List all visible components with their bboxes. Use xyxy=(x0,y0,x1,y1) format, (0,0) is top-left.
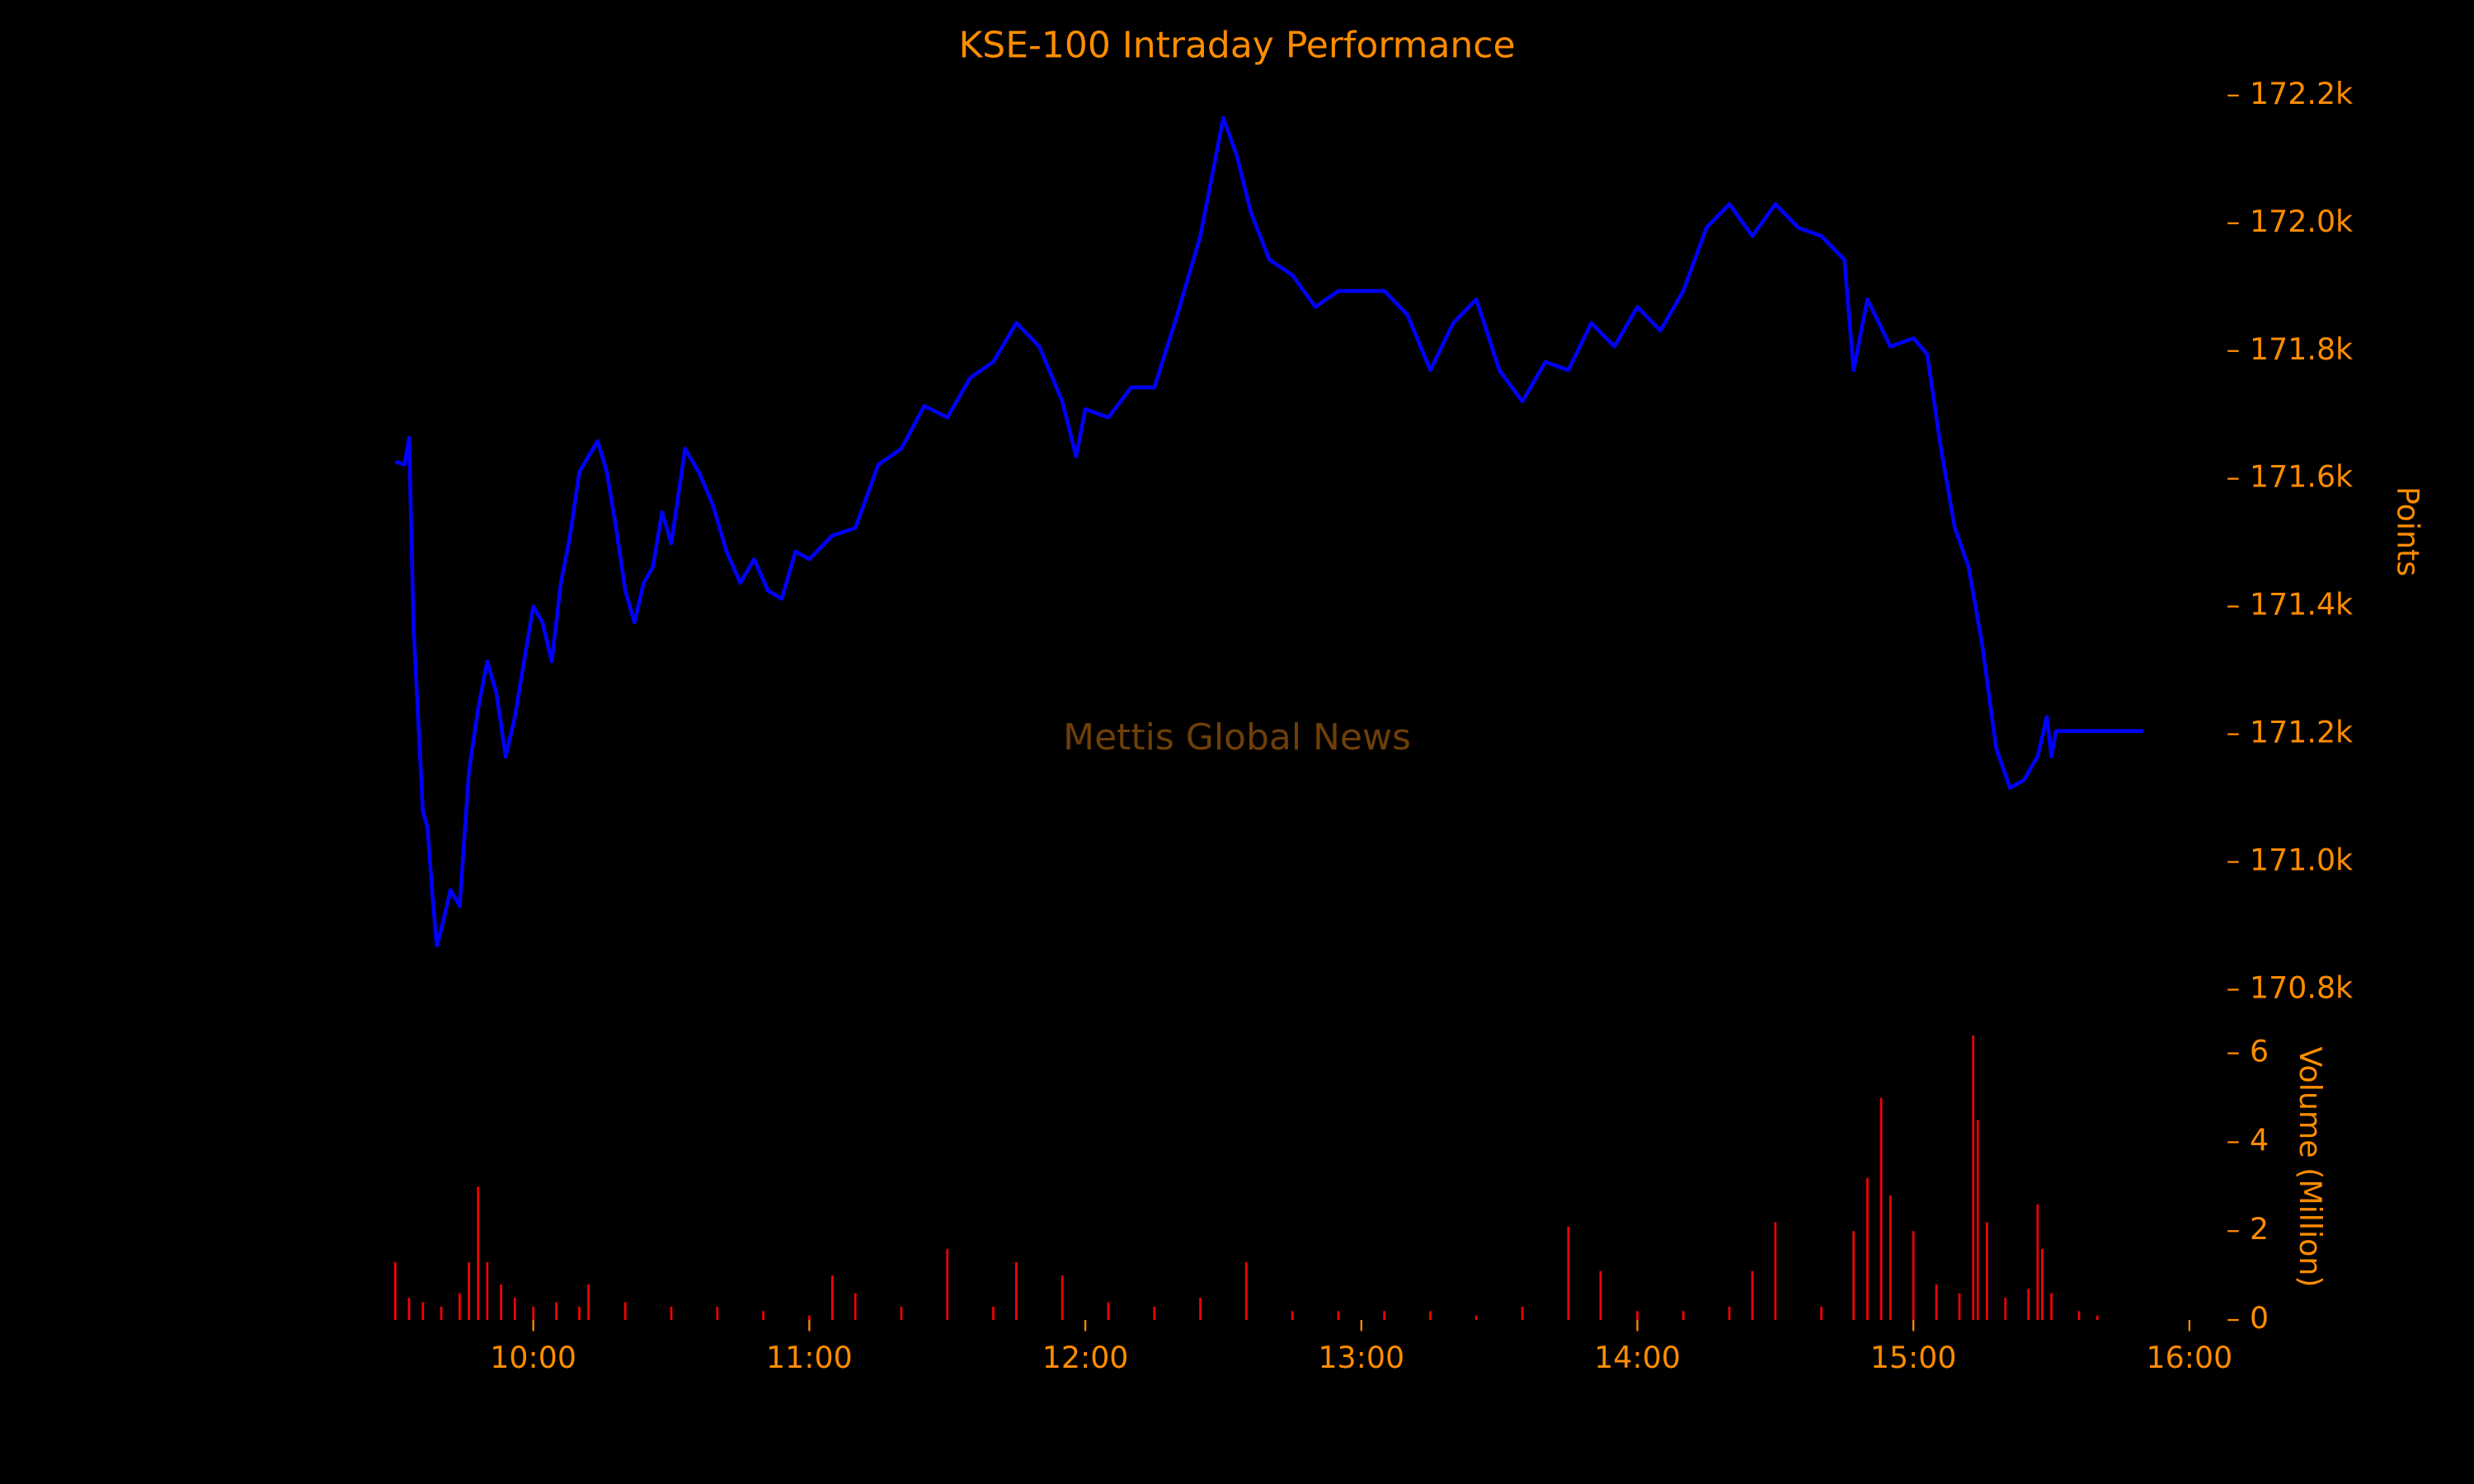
y-axis-label: Volume (Million) xyxy=(2293,1047,2328,1288)
volume-bar xyxy=(1015,1261,1018,1321)
x-tick-label: 13:00 xyxy=(1318,1340,1404,1375)
volume-bar xyxy=(514,1298,516,1321)
volume-bar xyxy=(578,1306,581,1321)
volume-bar xyxy=(468,1261,470,1321)
volume-bar xyxy=(2027,1289,2030,1321)
volume-bar xyxy=(1912,1231,1915,1321)
y-tick-label: 0 xyxy=(2250,1300,2269,1336)
volume-bar xyxy=(992,1306,995,1321)
volume-bar xyxy=(1958,1293,1961,1321)
volume-bar xyxy=(670,1306,673,1321)
volume-bar xyxy=(2077,1311,2081,1321)
volume-bar xyxy=(1599,1270,1602,1321)
y-tick-label: 171.4k xyxy=(2250,587,2353,622)
volume-bar xyxy=(1852,1231,1856,1321)
volume-bar xyxy=(421,1302,425,1321)
watermark: Mettis Global News xyxy=(1063,716,1411,758)
volume-bar xyxy=(1976,1120,1979,1321)
volume-bar xyxy=(2041,1248,2044,1321)
volume-bar xyxy=(486,1261,489,1321)
volume-bar xyxy=(477,1186,480,1321)
volume-bar xyxy=(1153,1306,1156,1321)
volume-bar xyxy=(1866,1177,1869,1321)
volume-bar xyxy=(1728,1306,1731,1321)
volume-bar xyxy=(555,1302,557,1321)
y-tick-label: 171.6k xyxy=(2250,459,2353,495)
volume-bar xyxy=(946,1248,949,1321)
volume-bar xyxy=(762,1311,764,1321)
volume-bar xyxy=(1774,1222,1777,1321)
volume-bar xyxy=(1879,1097,1883,1321)
volume-bar xyxy=(2095,1315,2099,1321)
y-tick-label: 171.0k xyxy=(2250,843,2353,878)
x-tick-label: 10:00 xyxy=(490,1340,576,1375)
volume-bar xyxy=(1820,1306,1823,1321)
y-tick-label: 171.2k xyxy=(2250,715,2353,750)
volume-bar xyxy=(900,1306,903,1321)
volume-bar xyxy=(2004,1298,2007,1321)
volume-bar xyxy=(1751,1270,1754,1321)
x-tick-label: 16:00 xyxy=(2147,1340,2233,1375)
volume-bar xyxy=(1429,1311,1432,1321)
volume-bar xyxy=(1244,1261,1248,1321)
price-line xyxy=(394,115,2144,948)
volume-bar xyxy=(830,1275,834,1321)
volume-bar xyxy=(1521,1306,1524,1321)
y-axis-label: Points xyxy=(2390,486,2425,576)
volume-bar xyxy=(1636,1311,1639,1321)
volume-bar xyxy=(1291,1311,1294,1321)
volume-bar xyxy=(1337,1311,1340,1321)
x-tick-label: 14:00 xyxy=(1594,1340,1681,1375)
volume-bar xyxy=(2050,1293,2053,1321)
chart-title: KSE-100 Intraday Performance xyxy=(958,24,1515,66)
x-tick-label: 15:00 xyxy=(1870,1340,1957,1375)
volume-bar xyxy=(623,1302,627,1321)
y-tick-label: 171.8k xyxy=(2250,331,2353,367)
volume-bar xyxy=(1986,1222,1988,1321)
volume-bar xyxy=(2036,1204,2039,1321)
volume-bar xyxy=(500,1284,502,1321)
y-tick-label: 6 xyxy=(2250,1034,2269,1069)
x-tick-label: 11:00 xyxy=(766,1340,853,1375)
volume-bar xyxy=(459,1293,461,1321)
volume-bar xyxy=(1567,1226,1570,1321)
volume-bar xyxy=(393,1261,397,1321)
volume-bar xyxy=(1935,1284,1938,1321)
volume-bar xyxy=(1383,1311,1386,1321)
volume-bar xyxy=(407,1298,411,1321)
volume-bar xyxy=(1199,1298,1202,1321)
volume-bar xyxy=(440,1306,443,1321)
volume-bar xyxy=(1061,1275,1064,1321)
volume-bar xyxy=(854,1293,857,1321)
y-tick-label: 4 xyxy=(2250,1122,2269,1158)
y-tick-label: 172.0k xyxy=(2250,204,2353,239)
volume-bar xyxy=(1681,1311,1685,1321)
volume-bar xyxy=(808,1315,811,1321)
volume-bar xyxy=(716,1306,719,1321)
volume-bar xyxy=(1107,1302,1110,1321)
y-tick-label: 172.2k xyxy=(2250,76,2353,111)
y-tick-label: 170.8k xyxy=(2250,970,2353,1005)
volume-bar xyxy=(1475,1315,1478,1321)
x-tick-label: 12:00 xyxy=(1042,1340,1129,1375)
volume-bar xyxy=(1972,1036,1975,1321)
volume-bar xyxy=(1888,1195,1892,1321)
volume-bar xyxy=(532,1306,535,1321)
volume-bar xyxy=(587,1284,590,1321)
y-tick-label: 2 xyxy=(2250,1211,2269,1247)
